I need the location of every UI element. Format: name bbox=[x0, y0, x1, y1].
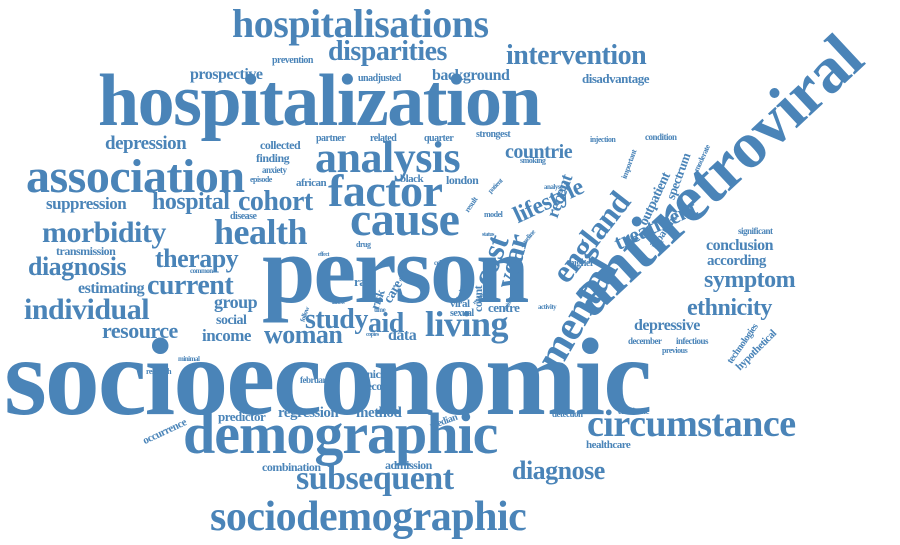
word-suppression: suppression bbox=[46, 194, 127, 213]
word-person: person bbox=[262, 216, 529, 323]
word-association: association bbox=[26, 150, 245, 203]
word-hospitalization: hospitalization bbox=[98, 60, 542, 142]
word-detection: detection bbox=[552, 409, 583, 419]
word-common: common bbox=[190, 267, 213, 275]
word-eliminate: eliminate bbox=[618, 406, 650, 416]
word-sexual: sexual bbox=[450, 308, 474, 319]
word-clinical: clinical bbox=[356, 367, 389, 381]
word-higher: higher bbox=[569, 258, 594, 269]
word-data: data bbox=[388, 327, 417, 344]
word-countrie: countrie bbox=[505, 141, 573, 163]
word-cause: cause bbox=[350, 193, 460, 246]
word-strongest: strongest bbox=[476, 129, 511, 140]
word-minimal: minimal bbox=[178, 355, 200, 363]
word-according: according bbox=[707, 253, 766, 269]
word-disease: disease bbox=[230, 211, 257, 222]
word-ethnicity: ethnicity bbox=[687, 295, 772, 321]
word-february: february bbox=[300, 375, 331, 385]
word-status: status bbox=[482, 232, 495, 238]
word-admission: admission bbox=[385, 458, 432, 472]
word-illness: illness bbox=[332, 300, 345, 306]
word-sociodemographic: sociodemographic bbox=[210, 494, 527, 540]
word-current: current bbox=[147, 270, 234, 301]
word-model: model bbox=[484, 210, 503, 219]
word-significant: significant bbox=[738, 226, 773, 236]
word-transmission: transmission bbox=[56, 244, 116, 258]
word-depression: depression bbox=[105, 133, 187, 154]
word-result: result bbox=[462, 195, 480, 214]
word-combination: combination bbox=[262, 460, 321, 474]
word-quarter: quarter bbox=[424, 133, 454, 144]
word-aid: aid bbox=[368, 308, 404, 339]
word-record: record bbox=[362, 379, 393, 393]
word-therapy: therapy bbox=[155, 244, 239, 273]
word-rate: rate bbox=[354, 274, 375, 289]
word-smoking: smoking bbox=[520, 156, 546, 165]
word-viral: viral bbox=[450, 298, 470, 310]
word-drug: drug bbox=[356, 240, 371, 249]
word-conclusion: conclusion bbox=[706, 237, 774, 254]
word-related: related bbox=[370, 133, 397, 144]
word-collected: collected bbox=[260, 138, 301, 152]
word-depressive: depressive bbox=[634, 317, 700, 334]
word-hospital: hospital bbox=[152, 189, 230, 215]
word-income: income bbox=[202, 326, 251, 345]
word-effect: effect bbox=[318, 252, 329, 258]
word-cell: cell bbox=[434, 259, 443, 267]
word-factor: factor bbox=[328, 165, 443, 216]
word-partner: partner bbox=[316, 133, 346, 144]
word-hospitalisations: hospitalisations bbox=[232, 1, 489, 46]
word-individual: individual bbox=[24, 293, 150, 326]
word-prospective: prospective bbox=[190, 66, 263, 83]
word-london: london bbox=[446, 173, 479, 187]
word-healthcare: healthcare bbox=[586, 439, 631, 451]
word-estimating: estimating bbox=[78, 280, 145, 297]
word-patient: patient bbox=[486, 176, 505, 195]
word-analysis: analysis bbox=[315, 133, 461, 182]
word-injection: injection bbox=[590, 135, 616, 144]
word-circumstance: circumstance bbox=[587, 403, 796, 445]
word-resource: resource bbox=[102, 318, 178, 343]
word-analyse: analyse bbox=[544, 183, 563, 191]
word-demographic: demographic bbox=[183, 401, 498, 466]
word-prevention: prevention bbox=[272, 55, 313, 66]
word-living: living bbox=[425, 304, 509, 344]
word-morbidity: morbidity bbox=[42, 216, 166, 249]
word-disparities: disparities bbox=[328, 36, 447, 67]
word-infectious: infectious bbox=[676, 336, 709, 346]
word-subsequent: subsequent bbox=[296, 460, 454, 497]
word-condition: condition bbox=[645, 132, 677, 142]
word-previous: previous bbox=[662, 346, 688, 355]
word-regression: regression bbox=[278, 405, 339, 421]
word-copies: copies bbox=[366, 332, 379, 338]
word-black: black bbox=[400, 173, 424, 185]
word-social: social bbox=[216, 313, 247, 328]
word-diagnosis: diagnosis bbox=[28, 252, 127, 281]
word-woman: woman bbox=[264, 320, 343, 349]
word-health: health bbox=[214, 212, 308, 252]
word-symptom: symptom bbox=[704, 267, 796, 293]
word-research: research bbox=[146, 367, 172, 376]
word-group: group bbox=[214, 292, 258, 312]
word-method: method bbox=[356, 405, 402, 421]
word-time: time bbox=[374, 306, 386, 314]
word-predictor: predictor bbox=[218, 409, 266, 424]
word-background: background bbox=[432, 67, 510, 84]
word-socioeconomic: socioeconomic bbox=[4, 316, 652, 438]
word-disadvantage: disadvantage bbox=[582, 71, 649, 86]
word-important: important bbox=[619, 148, 639, 180]
word-december: december bbox=[628, 336, 662, 346]
word-episode: episode bbox=[250, 175, 272, 184]
word-intervention: intervention bbox=[506, 40, 647, 71]
word-activity: activity bbox=[538, 303, 557, 311]
word-study: study bbox=[305, 304, 368, 335]
word-diagnose: diagnose bbox=[512, 456, 605, 485]
word-anxiety: anxiety bbox=[262, 165, 287, 175]
word-centre: centre bbox=[488, 300, 520, 315]
word-african: african bbox=[296, 177, 327, 189]
word-finding: finding bbox=[256, 151, 290, 165]
word-unadjusted: unadjusted bbox=[358, 73, 401, 84]
word-cohort: cohort bbox=[238, 186, 313, 217]
